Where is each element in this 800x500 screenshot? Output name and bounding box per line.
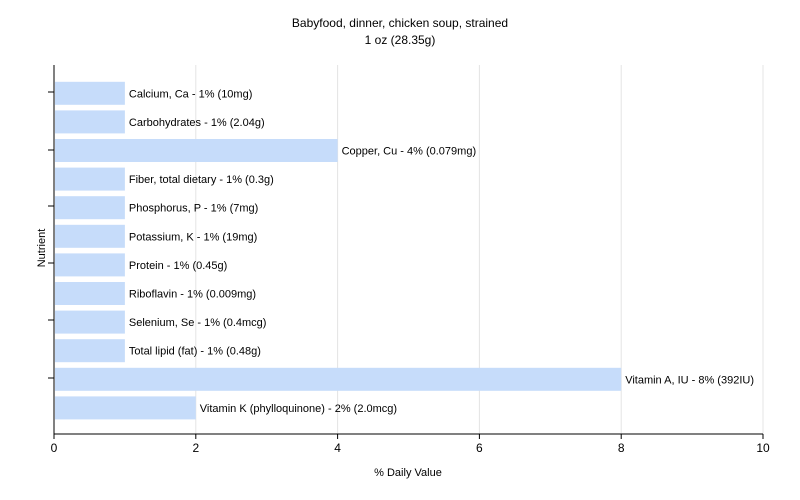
bar-label-10: Vitamin A, IU - 8% (392IU): [625, 374, 754, 386]
bar-8: [55, 310, 125, 334]
x-tick-label-5: 10: [756, 441, 770, 455]
bar-label-3: Fiber, total dietary - 1% (0.3g): [129, 174, 274, 186]
chart-title: Babyfood, dinner, chicken soup, strained: [292, 16, 508, 30]
bar-10: [55, 367, 622, 391]
x-tick-label-2: 4: [334, 441, 341, 455]
bar-label-6: Protein - 1% (0.45g): [129, 260, 227, 272]
bar-4: [55, 196, 125, 220]
chart-subtitle: 1 oz (28.35g): [365, 33, 436, 47]
bar-0: [55, 81, 125, 105]
bar-label-5: Potassium, K - 1% (19mg): [129, 231, 257, 243]
x-tick-labels: 0 2 4 6 8 10: [51, 441, 770, 455]
bar-label-0: Calcium, Ca - 1% (10mg): [129, 88, 252, 100]
bar-label-2: Copper, Cu - 4% (0.079mg): [342, 146, 477, 158]
axes: [48, 65, 764, 439]
bar-label-7: Riboflavin - 1% (0.009mg): [129, 289, 256, 301]
bar-label-4: Phosphorus, P - 1% (7mg): [129, 203, 258, 215]
bar-9: [55, 339, 125, 363]
bar-7: [55, 282, 125, 305]
bar-label-11: Vitamin K (phylloquinone) - 2% (2.0mcg): [200, 403, 397, 415]
bar-label-9: Total lipid (fat) - 1% (0.48g): [129, 346, 261, 358]
x-axis-title: % Daily Value: [374, 467, 442, 479]
bar-6: [55, 253, 125, 277]
bar-11: [55, 396, 196, 420]
bar-label-1: Carbohydrates - 1% (2.04g): [129, 117, 265, 129]
x-tick-label-1: 2: [192, 441, 199, 455]
bar-1: [55, 110, 125, 134]
bars: Calcium, Ca - 1% (10mg) Carbohydrates - 1…: [55, 81, 754, 420]
x-tick-label-4: 8: [618, 441, 625, 455]
y-axis-title: Nutrient: [36, 229, 48, 268]
bar-3: [55, 167, 125, 191]
bar-2: [55, 139, 338, 162]
x-tick-label-0: 0: [51, 441, 58, 455]
bar-label-8: Selenium, Se - 1% (0.4mcg): [129, 317, 267, 329]
x-tick-label-3: 6: [476, 441, 483, 455]
bar-5: [55, 224, 125, 248]
